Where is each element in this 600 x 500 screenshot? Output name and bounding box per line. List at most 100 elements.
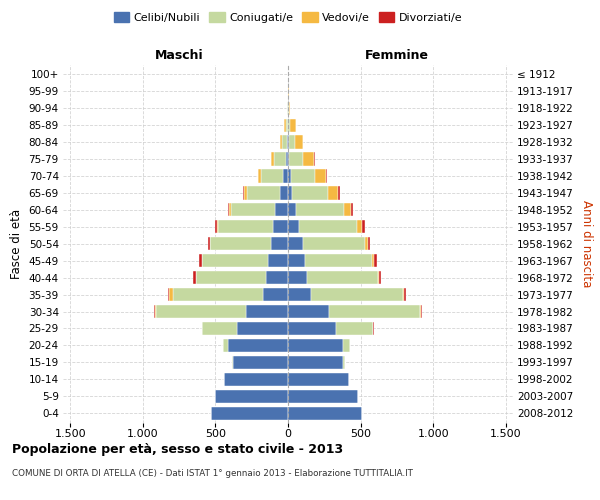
Bar	[373, 322, 374, 335]
Text: COMUNE DI ORTA DI ATELLA (CE) - Dati ISTAT 1° gennaio 2013 - Elaborazione TUTTIT: COMUNE DI ORTA DI ATELLA (CE) - Dati IST…	[12, 469, 413, 478]
Bar	[288, 305, 329, 318]
Bar	[343, 356, 344, 369]
Bar	[287, 136, 288, 148]
Bar	[271, 237, 288, 250]
Bar	[288, 186, 292, 200]
Bar	[302, 152, 314, 166]
Bar	[218, 220, 274, 234]
Bar	[288, 254, 305, 268]
Bar	[288, 322, 336, 335]
Bar	[404, 288, 406, 301]
Bar	[314, 152, 315, 166]
Bar	[196, 271, 265, 284]
Bar	[265, 271, 288, 284]
Y-axis label: Anni di nascita: Anni di nascita	[580, 200, 593, 288]
Bar	[247, 186, 280, 200]
Bar	[288, 288, 311, 301]
Bar	[305, 254, 372, 268]
Bar	[292, 186, 328, 200]
Bar	[263, 288, 288, 301]
Bar	[372, 254, 374, 268]
Bar	[288, 390, 358, 403]
Bar	[288, 271, 307, 284]
Bar	[403, 288, 404, 301]
Bar	[232, 204, 275, 216]
Bar	[343, 339, 350, 352]
Bar	[420, 305, 421, 318]
Bar	[202, 254, 268, 268]
Bar	[288, 406, 362, 420]
Bar	[229, 339, 288, 352]
Bar	[291, 170, 315, 182]
Bar	[224, 372, 288, 386]
Bar	[344, 204, 351, 216]
Bar	[338, 186, 340, 200]
Bar	[223, 339, 229, 352]
Bar	[307, 271, 378, 284]
Bar	[282, 136, 287, 148]
Bar	[169, 288, 173, 301]
Bar	[274, 152, 286, 166]
Bar	[199, 254, 202, 268]
Bar	[374, 254, 377, 268]
Bar	[280, 186, 288, 200]
Bar	[287, 102, 288, 115]
Bar	[211, 406, 288, 420]
Bar	[288, 102, 289, 115]
Bar	[215, 220, 217, 234]
Bar	[275, 204, 288, 216]
Bar	[329, 305, 420, 318]
Bar	[173, 288, 263, 301]
Text: Femmine: Femmine	[365, 50, 429, 62]
Bar	[244, 186, 247, 200]
Bar	[362, 220, 365, 234]
Bar	[280, 136, 282, 148]
Bar	[202, 322, 237, 335]
Bar	[155, 305, 156, 318]
Bar	[274, 220, 288, 234]
Bar	[365, 237, 368, 250]
Bar	[288, 339, 343, 352]
Bar	[233, 356, 288, 369]
Bar	[296, 204, 344, 216]
Bar	[326, 170, 327, 182]
Bar	[378, 271, 379, 284]
Bar	[311, 288, 403, 301]
Bar	[284, 118, 286, 132]
Bar	[257, 170, 258, 182]
Bar	[289, 152, 302, 166]
Bar	[258, 170, 261, 182]
Bar	[289, 102, 290, 115]
Bar	[271, 152, 274, 166]
Bar	[302, 237, 365, 250]
Bar	[288, 372, 349, 386]
Bar	[288, 152, 289, 166]
Legend: Celibi/Nubili, Coniugati/e, Vedovi/e, Divorziati/e: Celibi/Nubili, Coniugati/e, Vedovi/e, Di…	[109, 8, 467, 28]
Bar	[288, 136, 289, 148]
Bar	[217, 220, 218, 234]
Bar	[215, 390, 288, 403]
Bar	[288, 356, 343, 369]
Bar	[283, 170, 288, 182]
Bar	[336, 322, 373, 335]
Bar	[208, 237, 209, 250]
Bar	[261, 170, 283, 182]
Bar	[299, 220, 357, 234]
Bar	[156, 305, 246, 318]
Bar	[288, 237, 302, 250]
Bar	[229, 204, 232, 216]
Bar	[209, 237, 211, 250]
Bar	[288, 204, 296, 216]
Bar	[379, 271, 381, 284]
Bar	[268, 254, 288, 268]
Bar	[193, 271, 196, 284]
Y-axis label: Fasce di età: Fasce di età	[10, 208, 23, 279]
Bar	[288, 118, 290, 132]
Bar	[286, 118, 288, 132]
Text: Maschi: Maschi	[155, 50, 203, 62]
Bar	[286, 152, 288, 166]
Text: Popolazione per età, sesso e stato civile - 2013: Popolazione per età, sesso e stato civil…	[12, 442, 343, 456]
Bar	[289, 136, 295, 148]
Bar	[154, 305, 155, 318]
Bar	[295, 136, 303, 148]
